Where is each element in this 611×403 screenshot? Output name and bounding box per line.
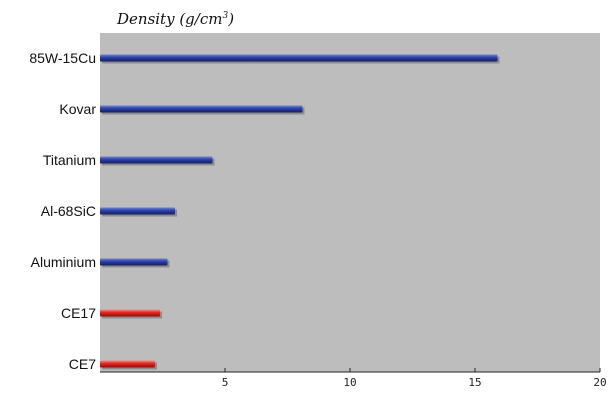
category-label: Al-68SiC [41, 203, 96, 219]
category-labels: 85W-15Cu Kovar Titanium Al-68SiC Aluminium CE… [29, 50, 96, 372]
category-label: Titanium [43, 152, 96, 168]
category-label: Aluminium [31, 254, 96, 270]
category-label: CE17 [61, 305, 96, 321]
chart-title: Density (g/cm3) [116, 10, 234, 28]
bar-aluminium [100, 258, 168, 266]
x-tick-label: 20 [593, 376, 606, 389]
bar-85w-15cu [100, 54, 498, 62]
bar-ce7 [100, 360, 155, 368]
title-superscript: 3 [222, 11, 228, 21]
x-tick-label: 10 [343, 376, 356, 389]
bar-titanium [100, 156, 213, 164]
bar-kovar [100, 105, 303, 113]
bars-layer [100, 54, 500, 370]
category-label: Kovar [59, 101, 96, 117]
x-tick-label: 15 [468, 376, 481, 389]
x-axis: 5 10 15 20 [100, 368, 607, 389]
category-label: 85W-15Cu [29, 50, 96, 66]
plot-area [100, 33, 600, 372]
bar-al-68sic [100, 207, 175, 215]
category-label: CE7 [69, 356, 96, 372]
x-tick-label: 5 [222, 376, 229, 389]
bar-ce17 [100, 309, 160, 317]
